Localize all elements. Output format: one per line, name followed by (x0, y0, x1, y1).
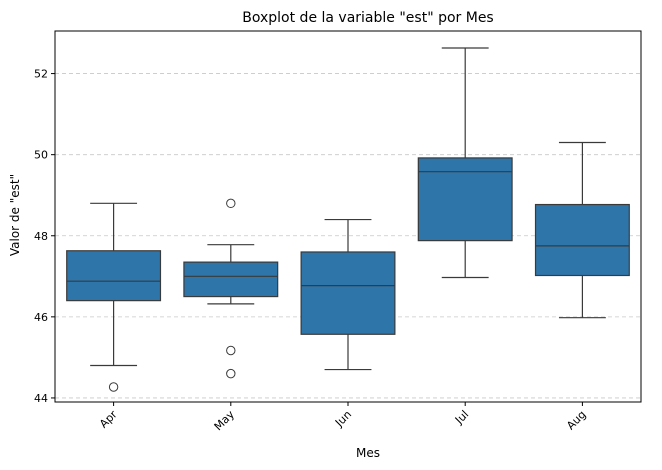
box-iqr (183, 261, 279, 298)
y-tick-label: 48 (34, 230, 48, 243)
y-tick-label: 44 (34, 392, 48, 405)
box-group-aug (534, 141, 630, 319)
box-iqr (417, 157, 513, 242)
outlier-point (108, 382, 119, 392)
x-tick-label: Jul (452, 408, 471, 427)
box-group-jul (417, 47, 513, 279)
y-tick-label: 46 (34, 311, 48, 324)
x-axis: Apr May Jun Jul Aug (97, 402, 589, 434)
outlier-point (226, 368, 236, 379)
x-tick-label: Apr (97, 408, 120, 431)
box-iqr (66, 250, 162, 302)
x-tick-label: Jun (332, 408, 354, 430)
outlier-point (226, 198, 236, 209)
box-iqr (300, 251, 396, 335)
x-tick-label: May (212, 408, 238, 434)
x-tick-label: Aug (564, 408, 588, 432)
outlier-point (226, 345, 236, 356)
y-tick-label: 52 (34, 68, 48, 81)
box-group-apr (66, 202, 162, 392)
y-axis: 44 46 48 50 52 (34, 68, 55, 405)
y-tick-label: 50 (34, 149, 48, 162)
boxes (66, 47, 630, 392)
x-axis-label: Mes (356, 446, 380, 460)
chart-title: Boxplot de la variable "est" por Mes (242, 10, 493, 26)
box-iqr (534, 203, 630, 277)
box-group-may (183, 198, 279, 379)
y-axis-label: Valor de "est" (8, 174, 22, 256)
box-group-jun (300, 218, 396, 371)
